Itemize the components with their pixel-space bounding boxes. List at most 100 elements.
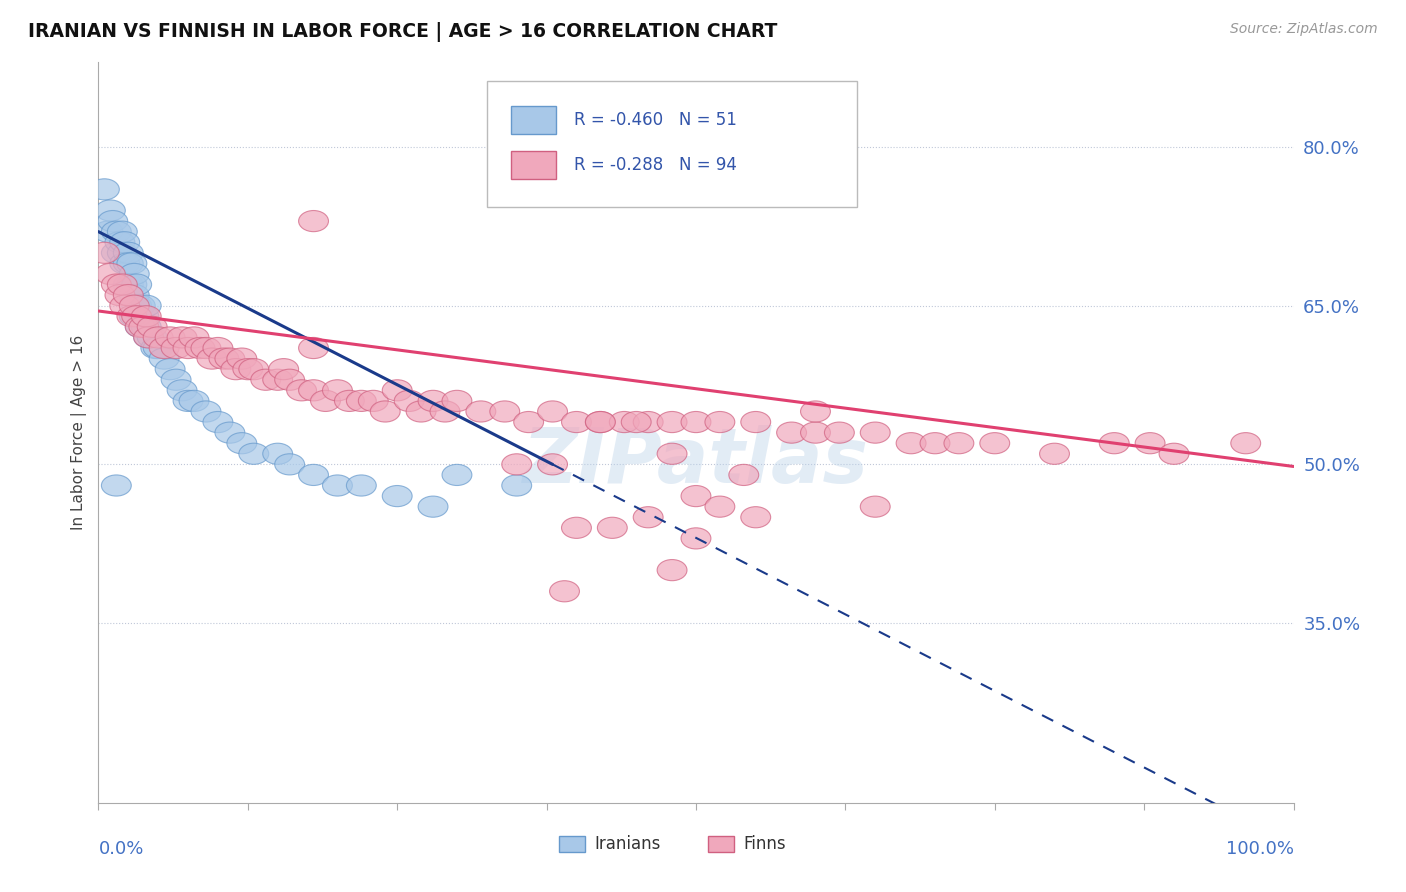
Ellipse shape bbox=[134, 326, 163, 348]
Ellipse shape bbox=[322, 380, 353, 401]
Ellipse shape bbox=[173, 337, 202, 359]
Ellipse shape bbox=[1135, 433, 1166, 454]
Ellipse shape bbox=[359, 391, 388, 411]
Ellipse shape bbox=[202, 337, 233, 359]
Ellipse shape bbox=[129, 306, 159, 326]
Ellipse shape bbox=[197, 348, 226, 369]
Ellipse shape bbox=[382, 485, 412, 507]
Ellipse shape bbox=[226, 348, 257, 369]
FancyBboxPatch shape bbox=[486, 81, 858, 207]
Ellipse shape bbox=[441, 465, 472, 485]
Ellipse shape bbox=[561, 517, 592, 539]
Ellipse shape bbox=[346, 475, 377, 496]
Ellipse shape bbox=[860, 496, 890, 517]
Ellipse shape bbox=[162, 369, 191, 391]
Ellipse shape bbox=[110, 232, 139, 252]
Ellipse shape bbox=[598, 517, 627, 539]
Ellipse shape bbox=[101, 243, 131, 263]
Ellipse shape bbox=[101, 475, 131, 496]
Ellipse shape bbox=[125, 295, 155, 317]
Ellipse shape bbox=[233, 359, 263, 380]
Ellipse shape bbox=[335, 391, 364, 411]
Ellipse shape bbox=[134, 326, 163, 348]
Ellipse shape bbox=[298, 211, 329, 232]
Y-axis label: In Labor Force | Age > 16: In Labor Force | Age > 16 bbox=[72, 335, 87, 530]
Ellipse shape bbox=[125, 317, 155, 337]
Ellipse shape bbox=[824, 422, 855, 443]
Ellipse shape bbox=[107, 243, 138, 263]
Ellipse shape bbox=[980, 433, 1010, 454]
Ellipse shape bbox=[98, 211, 128, 232]
Ellipse shape bbox=[298, 337, 329, 359]
Ellipse shape bbox=[96, 200, 125, 221]
Ellipse shape bbox=[704, 496, 735, 517]
Ellipse shape bbox=[418, 391, 449, 411]
Ellipse shape bbox=[155, 326, 186, 348]
Ellipse shape bbox=[502, 454, 531, 475]
Ellipse shape bbox=[117, 252, 146, 274]
Ellipse shape bbox=[105, 232, 135, 252]
Ellipse shape bbox=[117, 274, 146, 295]
Ellipse shape bbox=[704, 411, 735, 433]
Ellipse shape bbox=[776, 422, 807, 443]
Ellipse shape bbox=[93, 221, 122, 243]
Ellipse shape bbox=[657, 443, 688, 465]
Text: Finns: Finns bbox=[744, 835, 786, 854]
Ellipse shape bbox=[101, 221, 131, 243]
Ellipse shape bbox=[131, 306, 162, 326]
Ellipse shape bbox=[513, 411, 544, 433]
Ellipse shape bbox=[221, 359, 250, 380]
Ellipse shape bbox=[239, 359, 269, 380]
Ellipse shape bbox=[322, 475, 353, 496]
Ellipse shape bbox=[143, 326, 173, 348]
Text: R = -0.288   N = 94: R = -0.288 N = 94 bbox=[574, 155, 737, 174]
Ellipse shape bbox=[129, 317, 159, 337]
Ellipse shape bbox=[441, 391, 472, 411]
Ellipse shape bbox=[149, 348, 179, 369]
Ellipse shape bbox=[550, 581, 579, 602]
Ellipse shape bbox=[585, 411, 616, 433]
Ellipse shape bbox=[489, 401, 520, 422]
Ellipse shape bbox=[179, 326, 209, 348]
Ellipse shape bbox=[298, 465, 329, 485]
Ellipse shape bbox=[167, 326, 197, 348]
Ellipse shape bbox=[107, 274, 138, 295]
Ellipse shape bbox=[263, 443, 292, 465]
Ellipse shape bbox=[609, 411, 640, 433]
Ellipse shape bbox=[920, 433, 950, 454]
Ellipse shape bbox=[114, 243, 143, 263]
Ellipse shape bbox=[250, 369, 281, 391]
Ellipse shape bbox=[860, 422, 890, 443]
Text: R = -0.460   N = 51: R = -0.460 N = 51 bbox=[574, 112, 737, 129]
Ellipse shape bbox=[430, 401, 460, 422]
Text: IRANIAN VS FINNISH IN LABOR FORCE | AGE > 16 CORRELATION CHART: IRANIAN VS FINNISH IN LABOR FORCE | AGE … bbox=[28, 22, 778, 42]
Ellipse shape bbox=[120, 306, 149, 326]
Ellipse shape bbox=[406, 401, 436, 422]
Ellipse shape bbox=[138, 317, 167, 337]
FancyBboxPatch shape bbox=[510, 106, 557, 135]
Ellipse shape bbox=[202, 411, 233, 433]
Text: Source: ZipAtlas.com: Source: ZipAtlas.com bbox=[1230, 22, 1378, 37]
Ellipse shape bbox=[741, 507, 770, 528]
Ellipse shape bbox=[681, 411, 711, 433]
Ellipse shape bbox=[1230, 433, 1261, 454]
Ellipse shape bbox=[418, 496, 449, 517]
Ellipse shape bbox=[186, 337, 215, 359]
Ellipse shape bbox=[537, 454, 568, 475]
Ellipse shape bbox=[346, 391, 377, 411]
Ellipse shape bbox=[728, 465, 759, 485]
Text: Iranians: Iranians bbox=[595, 835, 661, 854]
Ellipse shape bbox=[274, 369, 305, 391]
Ellipse shape bbox=[1159, 443, 1189, 465]
Ellipse shape bbox=[105, 285, 135, 306]
Ellipse shape bbox=[114, 285, 143, 306]
Ellipse shape bbox=[298, 380, 329, 401]
Ellipse shape bbox=[1039, 443, 1070, 465]
Ellipse shape bbox=[117, 306, 146, 326]
Ellipse shape bbox=[943, 433, 974, 454]
Ellipse shape bbox=[141, 337, 170, 359]
Ellipse shape bbox=[741, 411, 770, 433]
FancyBboxPatch shape bbox=[709, 836, 734, 853]
Ellipse shape bbox=[800, 422, 831, 443]
Ellipse shape bbox=[167, 380, 197, 401]
